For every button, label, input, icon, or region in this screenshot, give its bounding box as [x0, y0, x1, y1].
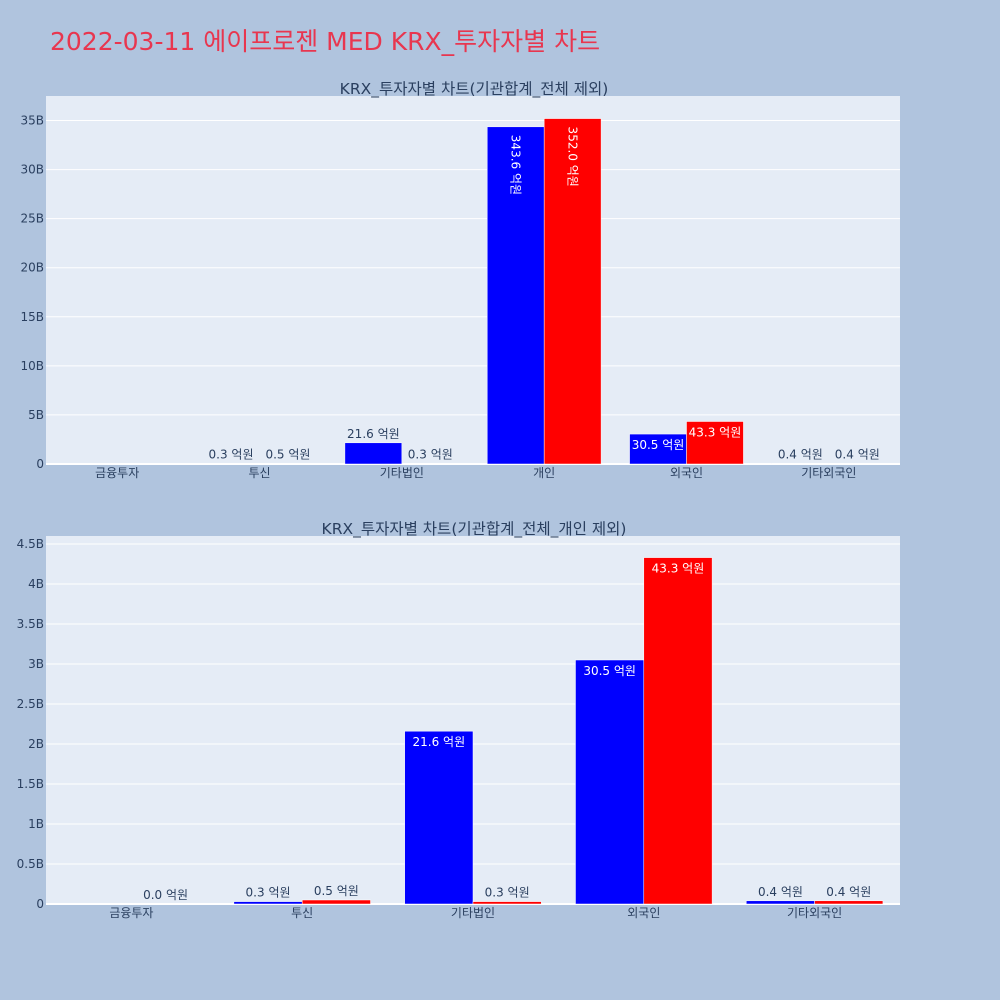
bar-2 — [543, 118, 602, 465]
chart-title: KRX_투자자별 차트(기관합계_전체_개인 제외) — [322, 520, 627, 539]
bar-data-label: 0.3 억원 — [485, 886, 530, 900]
bar-1 — [486, 126, 545, 465]
y-tick-label: 0 — [36, 457, 44, 471]
bar-data-label: 0.4 억원 — [835, 448, 880, 462]
bar-1 — [575, 659, 645, 905]
x-tick-label: 기타법인 — [380, 466, 424, 480]
x-tick-label: 투신 — [248, 466, 270, 480]
bar-1 — [746, 900, 815, 905]
y-tick-label: 0.5B — [17, 857, 44, 871]
y-tick-label: 0 — [36, 897, 44, 911]
bar-data-label: 0.4 억원 — [758, 885, 803, 899]
y-tick-label: 20B — [20, 261, 44, 275]
y-tick-label: 15B — [20, 310, 44, 324]
bar-1 — [233, 901, 303, 905]
bar-data-label: 0.3 억원 — [209, 448, 254, 462]
page-title: 2022-03-11 에이프로젠 MED KRX_투자자별 차트 — [50, 27, 601, 56]
bar-2 — [472, 901, 542, 905]
y-tick-label: 35B — [20, 114, 44, 128]
y-tick-label: 2.5B — [17, 697, 44, 711]
chart-bottom: KRX_투자자별 차트(기관합계_전체_개인 제외) 0 0.5B 1B 1.5B 2B 2… — [17, 520, 900, 920]
chart-top: KRX_투자자별 차트(기관합계_전체 제외) 0 5B 10B 15B 20B 25B 30… — [20, 80, 900, 480]
bar-2 — [814, 900, 884, 905]
bar-data-label: 343.6 억원 — [509, 135, 523, 195]
x-tick-label: 기타법인 — [451, 906, 495, 920]
x-tick-label: 기타외국인 — [787, 906, 842, 920]
x-tick-label: 외국인 — [670, 466, 703, 480]
y-tick-label: 3B — [28, 657, 44, 671]
bar-data-label: 0.4 억원 — [778, 448, 823, 462]
chart-title: KRX_투자자별 차트(기관합계_전체 제외) — [340, 80, 609, 99]
bar-2 — [686, 421, 744, 465]
bar-data-label: 352.0 억원 — [566, 127, 580, 187]
y-tick-label: 5B — [28, 408, 44, 422]
y-tick-label: 10B — [20, 359, 44, 373]
bar-data-label: 30.5 억원 — [632, 438, 685, 452]
bar-data-label: 43.3 억원 — [689, 426, 742, 440]
bar-2 — [643, 557, 713, 905]
x-tick-label: 금융투자 — [109, 906, 153, 920]
bar-data-label: 0.5 억원 — [314, 884, 359, 898]
y-tick-label: 4B — [28, 577, 44, 591]
x-tick-label: 외국인 — [627, 906, 660, 920]
bar-1 — [404, 730, 474, 905]
bar-data-label: 0.3 억원 — [246, 886, 291, 900]
bar-data-label: 0.5 억원 — [265, 448, 310, 462]
bar-2 — [301, 899, 371, 905]
bar-data-label: 21.6 억원 — [347, 427, 400, 441]
bar-data-label: 30.5 억원 — [583, 664, 636, 678]
bar-1 — [344, 442, 403, 465]
x-tick-label: 개인 — [533, 466, 555, 480]
bar-data-label: 0.4 억원 — [826, 885, 871, 899]
y-tick-label: 3.5B — [17, 617, 44, 631]
bar-data-label: 21.6 억원 — [413, 735, 466, 749]
bar-data-label: 0.3 억원 — [408, 448, 453, 462]
y-tick-label: 1.5B — [17, 777, 44, 791]
bar-1 — [629, 433, 687, 465]
y-tick-label: 25B — [20, 212, 44, 226]
y-tick-label: 1B — [28, 817, 44, 831]
y-tick-label: 30B — [20, 163, 44, 177]
x-tick-label: 기타외국인 — [801, 466, 856, 480]
plot-area — [46, 96, 900, 464]
y-tick-label: 2B — [28, 737, 44, 751]
bar-data-label: 43.3 억원 — [652, 562, 705, 576]
x-tick-label: 금융투자 — [95, 466, 139, 480]
bar-data-label: 0.0 억원 — [143, 888, 188, 902]
x-tick-label: 투신 — [291, 906, 313, 920]
y-tick-label: 4.5B — [17, 537, 44, 551]
